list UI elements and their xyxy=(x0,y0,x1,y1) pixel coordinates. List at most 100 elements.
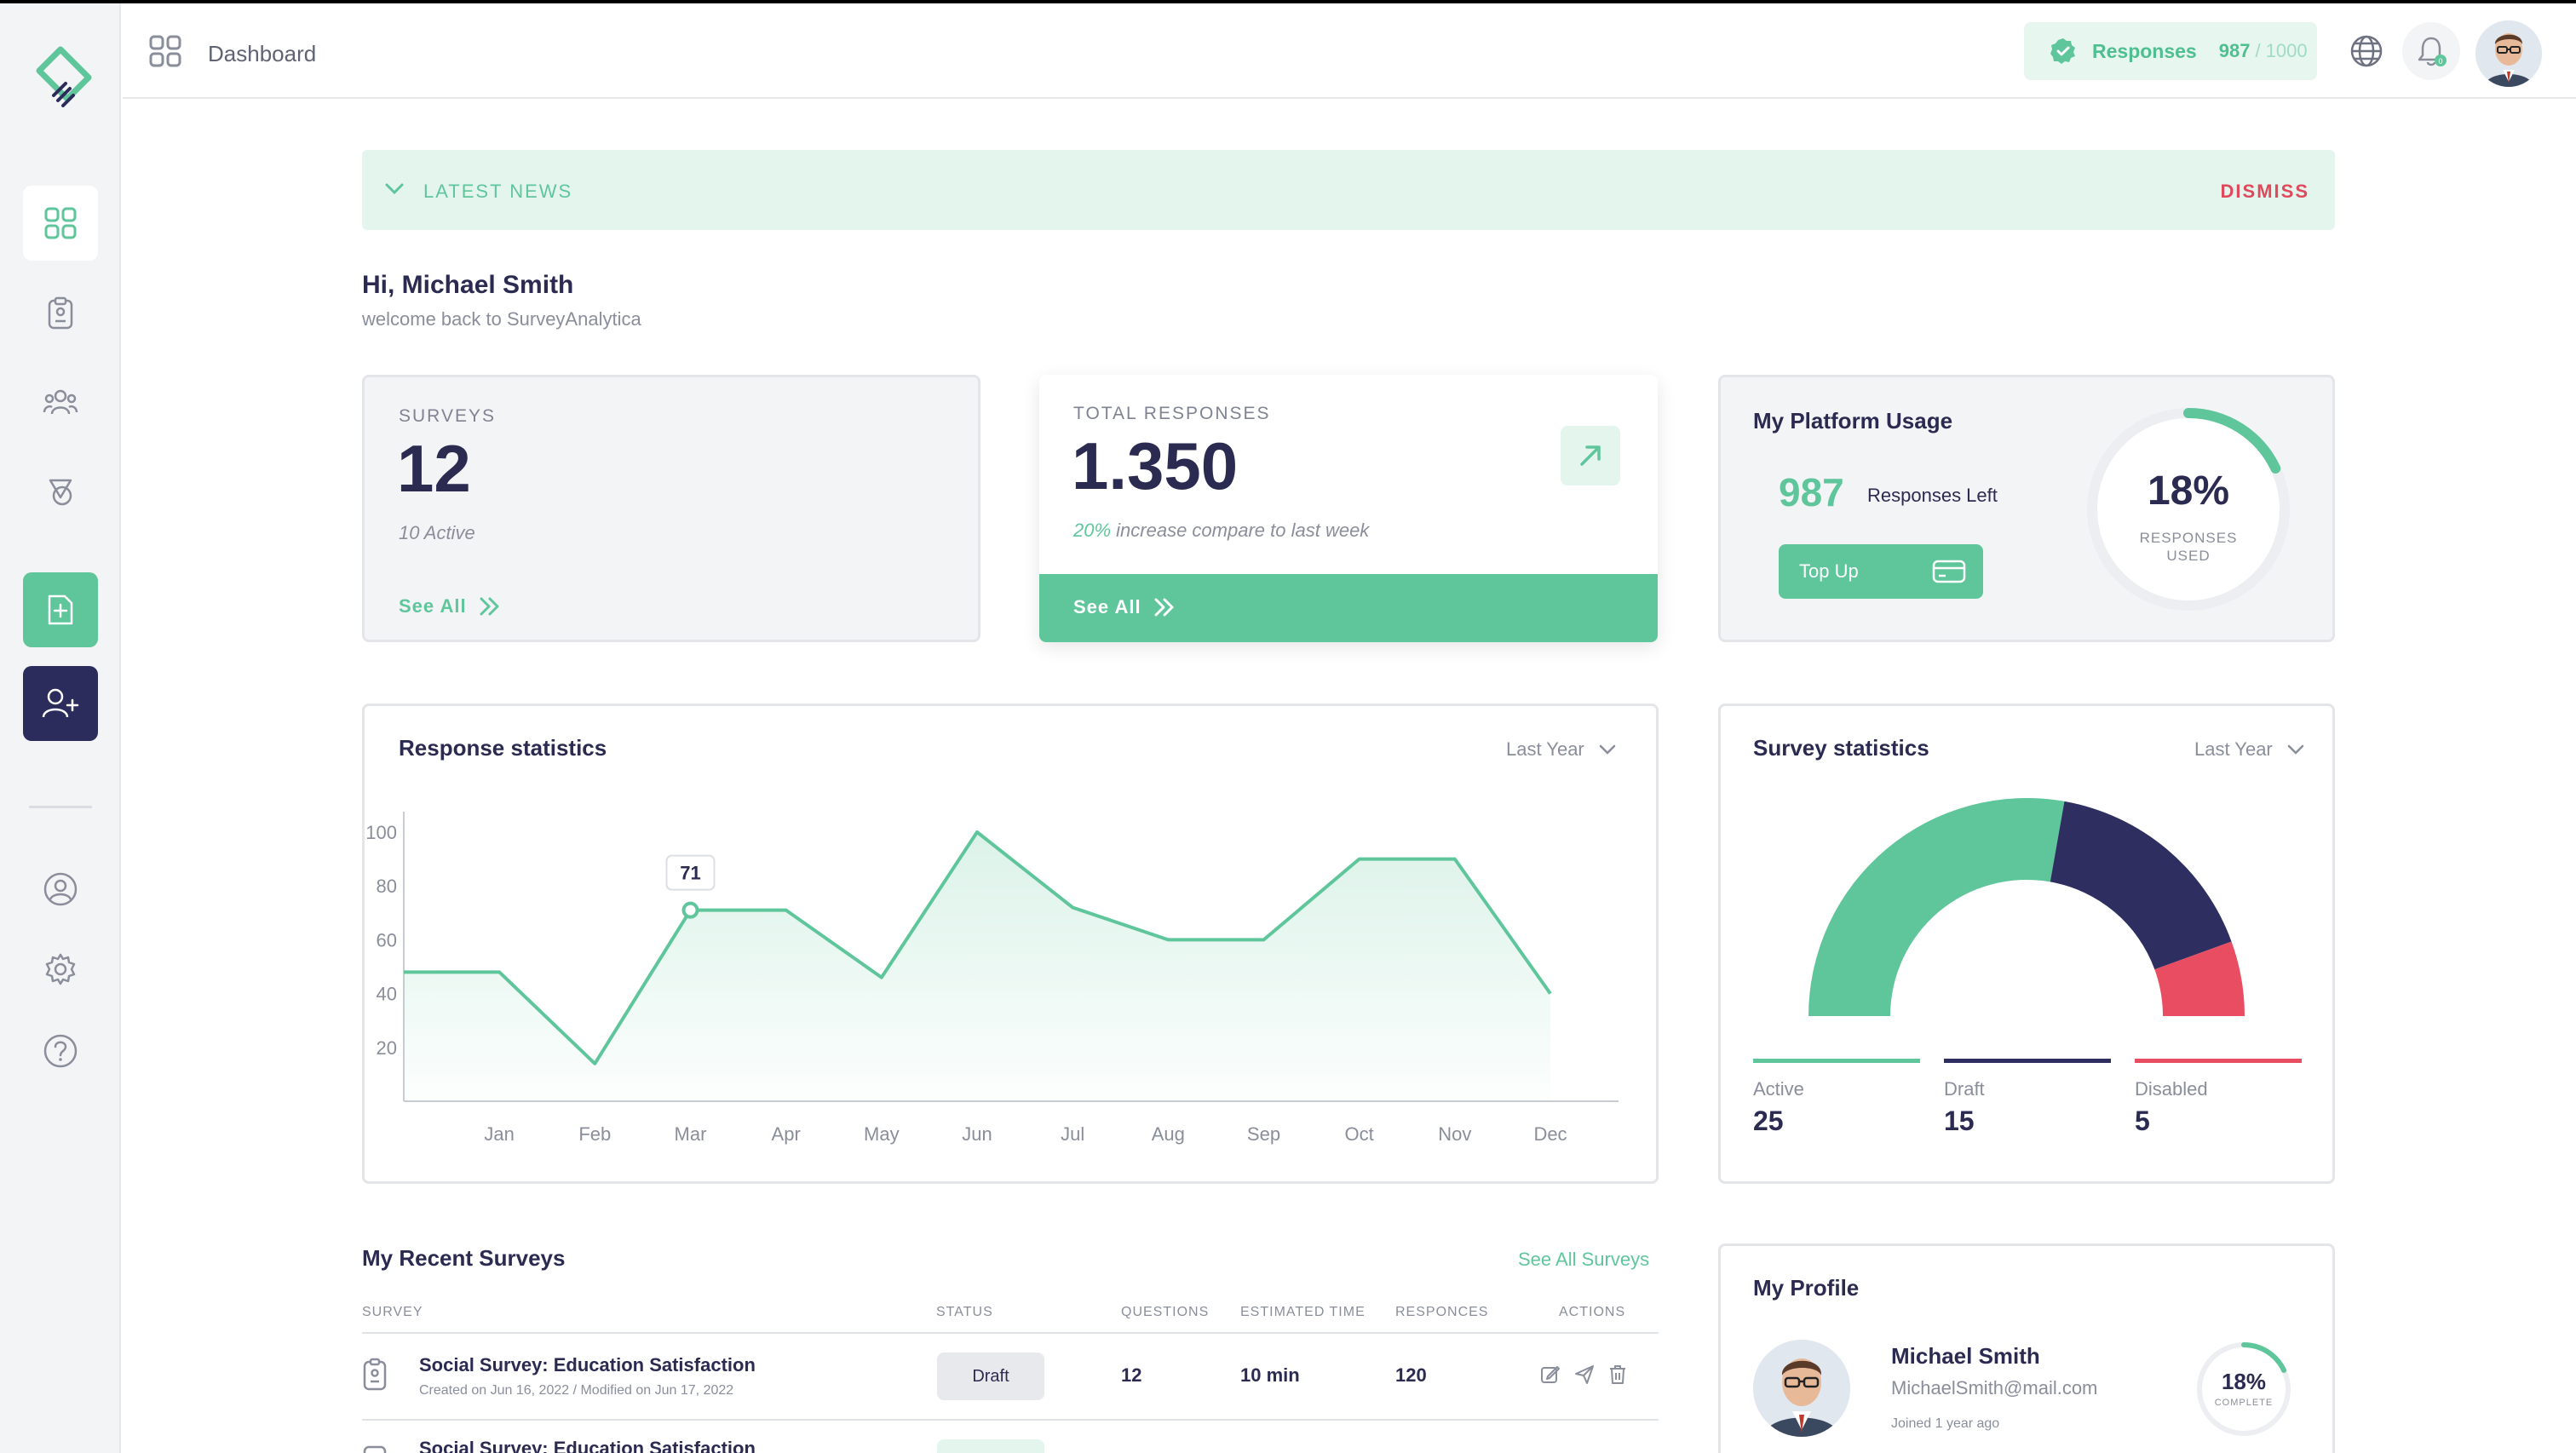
sidebar-add-user-button[interactable] xyxy=(23,666,98,741)
greeting-subtitle: welcome back to SurveyAnalytica xyxy=(362,308,641,330)
chevron-down-icon xyxy=(2287,744,2303,755)
sidebar-item-surveys[interactable] xyxy=(23,276,98,351)
grid-icon xyxy=(44,207,77,239)
profile-name: Michael Smith xyxy=(1891,1343,2040,1369)
greeting-title: Hi, Michael Smith xyxy=(362,271,574,299)
sidebar-new-survey-button[interactable] xyxy=(23,572,98,647)
legend-draft-line xyxy=(1944,1059,2111,1063)
trend-percent: 20% xyxy=(1073,520,1112,541)
profile-avatar[interactable] xyxy=(1753,1340,1850,1437)
response-period-select[interactable]: Last Year xyxy=(1506,738,1617,761)
x-tick-label: Oct xyxy=(1345,1123,1374,1145)
responses-counter[interactable]: Responses 987 / 1000 xyxy=(2024,22,2317,80)
news-label: LATEST NEWS xyxy=(423,181,573,202)
col-responses[interactable]: RESPONCES xyxy=(1395,1305,1489,1319)
trend-up-button[interactable] xyxy=(1561,426,1620,485)
legend-disabled-value: 5 xyxy=(2135,1106,2150,1136)
user-circle-icon xyxy=(43,872,78,906)
responses-see-all-bar[interactable]: See All xyxy=(1039,574,1658,642)
avatar[interactable] xyxy=(2475,20,2542,87)
total-responses-label: TOTAL RESPONSES xyxy=(1073,404,1271,423)
usage-ring-progress xyxy=(2087,408,2290,611)
x-tick-label: Jun xyxy=(962,1123,992,1145)
surveys-active: 10 Active xyxy=(399,522,475,543)
globe-icon[interactable] xyxy=(2349,34,2383,72)
bell-icon: 0 xyxy=(2418,37,2447,66)
top-up-button[interactable]: Top Up xyxy=(1779,544,1983,599)
send-icon[interactable] xyxy=(1574,1364,1595,1389)
sidebar-item-help[interactable] xyxy=(23,1014,98,1088)
notifications-button[interactable]: 0 xyxy=(2402,22,2460,80)
survey-doc-icon xyxy=(362,1443,388,1453)
legend-active-value: 25 xyxy=(1753,1106,1784,1136)
survey-title[interactable]: Social Survey: Education Satisfaction xyxy=(419,1354,756,1375)
responses-total: / 1000 xyxy=(2255,40,2308,61)
sidebar-item-profile[interactable] xyxy=(23,852,98,927)
survey-statistics-card: Survey statistics Last Year Active 25 Dr… xyxy=(1718,704,2335,1184)
see-all-label: See All xyxy=(399,595,467,617)
table-header-divider xyxy=(362,1332,1659,1334)
total-responses-card: TOTAL RESPONSES 1.350 20% increase compa… xyxy=(1039,375,1658,642)
legend-disabled: Disabled 5 xyxy=(2135,1059,2302,1137)
my-profile-title: My Profile xyxy=(1753,1275,1860,1301)
see-all-surveys-link[interactable]: See All Surveys xyxy=(1518,1249,1650,1270)
grid-icon[interactable] xyxy=(148,34,182,72)
x-tick-label: May xyxy=(864,1123,900,1145)
col-estimated-time[interactable]: ESTIMATED TIME xyxy=(1240,1305,1366,1319)
double-chevron-right-icon xyxy=(480,597,499,616)
y-tick-label: 80 xyxy=(377,876,397,897)
col-status[interactable]: STATUS xyxy=(936,1305,993,1319)
add-user-icon xyxy=(42,688,79,718)
total-responses-value: 1.350 xyxy=(1072,428,1239,503)
chevron-down-icon[interactable] xyxy=(384,181,405,202)
survey-period-select[interactable]: Last Year xyxy=(2194,738,2305,761)
add-document-icon xyxy=(48,594,73,625)
legend-active-line xyxy=(1753,1059,1920,1063)
response-period-value: Last Year xyxy=(1506,738,1584,760)
gauge-segment-draft xyxy=(2050,801,2232,970)
shapes-icon xyxy=(49,479,72,506)
see-all-label: See All xyxy=(1073,596,1141,617)
double-chevron-right-icon xyxy=(1154,598,1174,617)
sidebar-item-settings[interactable] xyxy=(23,932,98,1007)
x-tick-label: Apr xyxy=(772,1123,801,1145)
survey-gauge-chart xyxy=(1808,798,2245,1016)
responses-trend: 20% increase compare to last week xyxy=(1073,520,1369,542)
surveys-label: SURVEYS xyxy=(399,406,496,426)
surveys-see-all-link[interactable]: See All xyxy=(399,595,501,617)
usage-ring xyxy=(2087,408,2290,611)
tooltip-value: 71 xyxy=(680,863,700,884)
legend-disabled-line xyxy=(2135,1059,2302,1063)
help-icon xyxy=(43,1034,78,1068)
trash-icon[interactable] xyxy=(1608,1364,1627,1389)
col-survey[interactable]: SURVEY xyxy=(362,1305,423,1319)
x-tick-label: Nov xyxy=(1438,1123,1471,1145)
recent-surveys-title: My Recent Surveys xyxy=(362,1245,566,1271)
responses-left-value: 987 xyxy=(1779,470,1844,514)
tooltip-box xyxy=(665,854,716,891)
surveys-count: 12 xyxy=(397,431,471,506)
top-header: Dashboard Responses 987 / 1000 0 xyxy=(123,3,2576,99)
area-fill xyxy=(404,832,1550,1101)
gauge-segment-disabled xyxy=(2154,941,2245,1016)
surveys-card: SURVEYS 12 10 Active See All xyxy=(362,375,980,642)
credit-card-icon xyxy=(1932,560,1966,583)
usage-percent: 18% xyxy=(2147,468,2230,514)
app-logo-icon[interactable] xyxy=(26,44,95,114)
edit-icon[interactable] xyxy=(1540,1364,1561,1389)
sidebar-item-shapes[interactable] xyxy=(23,455,98,530)
col-questions[interactable]: QUESTIONS xyxy=(1121,1305,1210,1319)
responses-see-all-link[interactable]: See All xyxy=(1073,596,1176,618)
latest-news-banner[interactable]: LATEST NEWS DISMISS xyxy=(362,150,2335,230)
sidebar-divider xyxy=(29,806,92,808)
survey-period-value: Last Year xyxy=(2194,738,2273,760)
gear-icon xyxy=(45,953,76,985)
survey-title[interactable]: Social Survey: Education Satisfaction xyxy=(419,1438,756,1453)
dismiss-button[interactable]: DISMISS xyxy=(2220,181,2309,202)
sidebar-item-dashboard[interactable] xyxy=(23,186,98,261)
sidebar-item-audience[interactable] xyxy=(23,365,98,439)
legend-active-label: Active xyxy=(1753,1078,1804,1100)
survey-statistics-title: Survey statistics xyxy=(1753,735,1929,761)
y-tick-label: 60 xyxy=(377,929,397,950)
x-tick-label: Mar xyxy=(675,1123,707,1145)
